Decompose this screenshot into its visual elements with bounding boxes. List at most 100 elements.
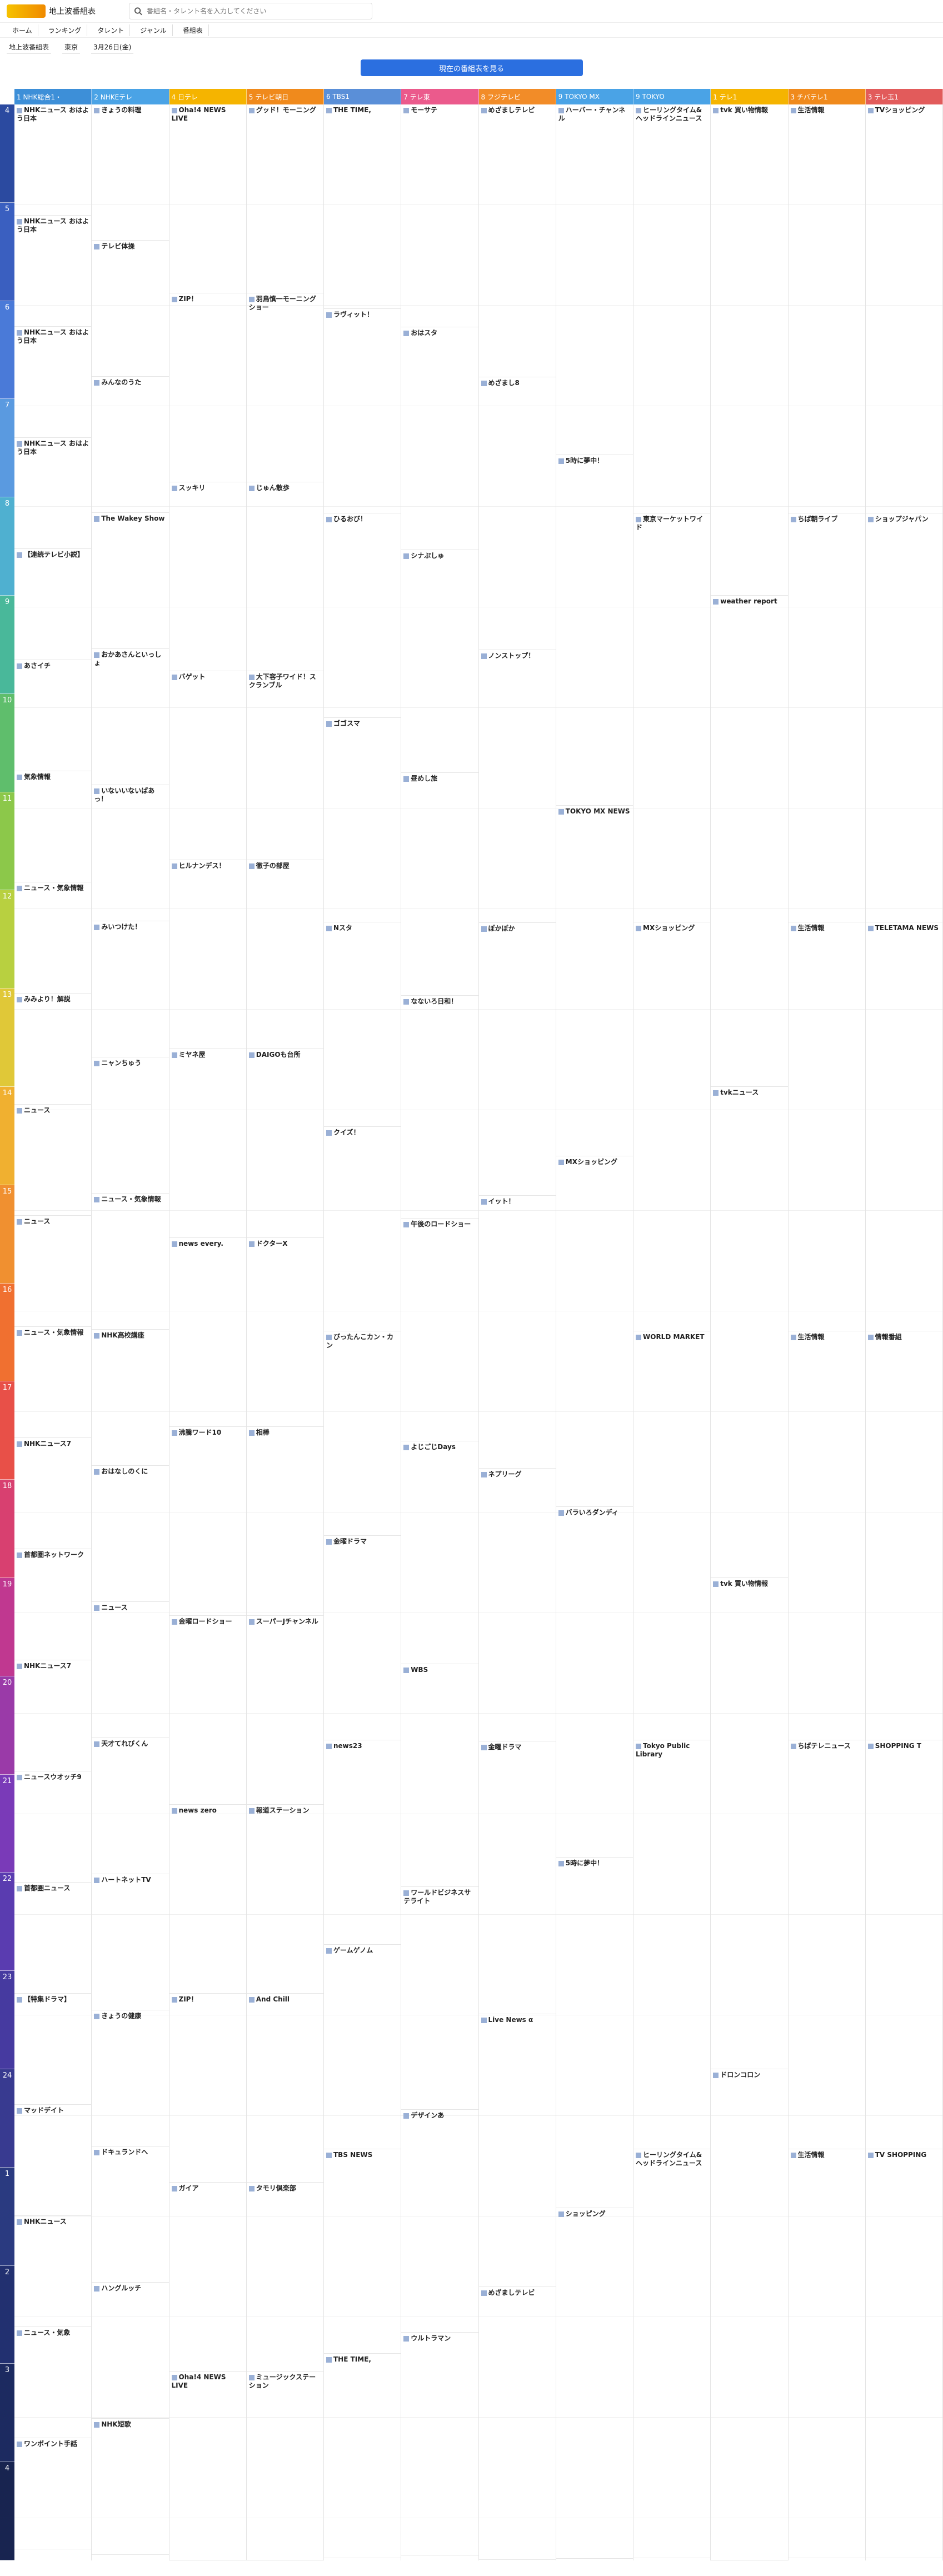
- program-cell[interactable]: ガイア: [169, 2183, 246, 2372]
- filter-region[interactable]: 東京: [62, 41, 81, 53]
- program-cell[interactable]: THE TIME,: [324, 104, 401, 309]
- program-cell[interactable]: 相棒: [246, 1427, 323, 1616]
- program-cell[interactable]: ドクターX: [246, 1238, 323, 1427]
- channel-header-7[interactable]: 9 TOKYO MX: [556, 89, 633, 104]
- nav-schedule[interactable]: 番組表: [177, 24, 209, 36]
- program-cell[interactable]: ひるおび！: [324, 513, 401, 718]
- program-cell[interactable]: めざましテレビ: [478, 2287, 556, 2560]
- program-cell[interactable]: ニュース: [92, 1602, 169, 1738]
- program-cell[interactable]: tvk 買い物情報: [711, 104, 788, 596]
- program-cell[interactable]: NHKニュース おはよう日本: [14, 216, 92, 327]
- program-cell[interactable]: みいつけた！: [92, 921, 169, 1057]
- program-cell[interactable]: ゴゴスマ: [324, 718, 401, 922]
- program-cell[interactable]: めざまし8: [478, 377, 556, 650]
- program-cell[interactable]: 【連続テレビ小説】: [14, 549, 92, 660]
- program-cell[interactable]: news zero: [169, 1805, 246, 1994]
- program-cell[interactable]: めざましテレビ: [478, 104, 556, 377]
- program-cell[interactable]: 5時に夢中！: [556, 455, 633, 806]
- program-cell[interactable]: ハングルッチ: [92, 2283, 169, 2419]
- program-cell[interactable]: 生活情報: [788, 1331, 865, 1740]
- program-cell[interactable]: なないろ日和！: [401, 996, 478, 1219]
- program-cell[interactable]: 羽鳥慎一モーニングショー: [246, 293, 323, 482]
- program-cell[interactable]: tvk 買い物情報: [711, 1578, 788, 2069]
- filter-date[interactable]: 3月26日(金): [91, 41, 134, 53]
- channel-header-10[interactable]: 3 チバテレ1: [788, 89, 866, 104]
- program-cell[interactable]: おはなしのくに: [92, 1466, 169, 1602]
- program-cell[interactable]: ミヤネ屋: [169, 1049, 246, 1238]
- channel-header-2[interactable]: 4 日テレ: [169, 89, 247, 104]
- program-cell[interactable]: きょうの料理: [92, 104, 169, 241]
- nav-talent[interactable]: タレント: [92, 24, 131, 36]
- program-cell[interactable]: ぴったんこカン・カン: [324, 1331, 401, 1536]
- nav-ranking[interactable]: ランキング: [43, 24, 88, 36]
- filter-broadcast[interactable]: 地上波番組表: [7, 41, 52, 53]
- program-cell[interactable]: 首都圏ネットワーク: [14, 1549, 92, 1660]
- program-cell[interactable]: NHKニュース おはよう日本: [14, 104, 92, 216]
- program-cell[interactable]: ノンストップ！: [478, 650, 556, 923]
- program-cell[interactable]: ちば朝ライブ: [788, 513, 865, 922]
- channel-header-6[interactable]: 8 フジテレビ: [478, 89, 556, 104]
- program-cell[interactable]: The Wakey Show: [92, 513, 169, 649]
- channel-header-3[interactable]: 5 テレビ朝日: [246, 89, 324, 104]
- program-cell[interactable]: ニャンちゅう: [92, 1057, 169, 1194]
- program-cell[interactable]: MXショッピング: [556, 1156, 633, 1507]
- program-cell[interactable]: SHOPPING T: [865, 1740, 942, 2149]
- program-cell[interactable]: Tokyo Public Library: [633, 1740, 711, 2149]
- program-cell[interactable]: ニュース: [14, 1216, 92, 1327]
- program-cell[interactable]: ショップジャパン: [865, 513, 942, 922]
- program-cell[interactable]: NHKニュース7: [14, 1438, 92, 1549]
- program-cell[interactable]: きょうの健康: [92, 2010, 169, 2146]
- program-cell[interactable]: NHK短歌: [92, 2419, 169, 2555]
- program-cell[interactable]: ZIP！: [169, 293, 246, 482]
- program-cell[interactable]: ニュース・気象情報: [92, 1194, 169, 1330]
- program-cell[interactable]: TV SHOPPING: [865, 2149, 942, 2558]
- program-cell[interactable]: MXショッピング: [633, 922, 711, 1331]
- program-cell[interactable]: ニュース: [14, 1105, 92, 1216]
- program-cell[interactable]: NHKニュース おはよう日本: [14, 327, 92, 438]
- nav-home[interactable]: ホーム: [7, 24, 38, 36]
- program-cell[interactable]: 金曜ロードショー: [169, 1616, 246, 1805]
- program-cell[interactable]: ラヴィット！: [324, 309, 401, 513]
- program-cell[interactable]: Oha!4 NEWS LIVE: [169, 2372, 246, 2560]
- program-cell[interactable]: ちばテレニュース: [788, 1740, 865, 2149]
- program-cell[interactable]: ワールドビジネスサテライト: [401, 1887, 478, 2110]
- program-cell[interactable]: tvkニュース: [711, 1087, 788, 1578]
- nav-genre[interactable]: ジャンル: [134, 24, 173, 36]
- program-cell[interactable]: テレビ体操: [92, 241, 169, 377]
- program-cell[interactable]: ワンポイント手話: [14, 2438, 92, 2549]
- program-cell[interactable]: ゲームゲノム: [324, 1945, 401, 2149]
- program-cell[interactable]: TOKYO MX NEWS: [556, 806, 633, 1156]
- program-cell[interactable]: みみより！解説: [14, 994, 92, 1105]
- program-cell[interactable]: 金曜ドラマ: [478, 1741, 556, 2014]
- channel-header-5[interactable]: 7 テレ東: [401, 89, 479, 104]
- program-cell[interactable]: 金曜ドラマ: [324, 1536, 401, 1740]
- program-cell[interactable]: TBS NEWS: [324, 2149, 401, 2354]
- program-cell[interactable]: いないいないばあっ！: [92, 785, 169, 921]
- channel-header-4[interactable]: 6 TBS1: [324, 89, 402, 104]
- program-cell[interactable]: 東京マーケットワイド: [633, 513, 711, 922]
- program-cell[interactable]: ドロンコロン: [711, 2069, 788, 2560]
- program-cell[interactable]: マッドデイト: [14, 2105, 92, 2216]
- program-cell[interactable]: TVショッピング: [865, 104, 942, 513]
- program-cell[interactable]: ネプリーグ: [478, 1469, 556, 1741]
- program-cell[interactable]: DAIGOも台所: [246, 1049, 323, 1238]
- site-logo[interactable]: [7, 4, 46, 18]
- program-cell[interactable]: ニュースウオッチ9: [14, 1771, 92, 1883]
- program-cell[interactable]: news every.: [169, 1238, 246, 1427]
- program-cell[interactable]: ハーバー・チャンネル: [556, 104, 633, 455]
- program-cell[interactable]: And Chill: [246, 1994, 323, 2183]
- program-cell[interactable]: THE TIME,: [324, 2354, 401, 2558]
- program-cell[interactable]: モーサテ: [401, 104, 478, 327]
- channel-header-1[interactable]: 2 NHKEテレ: [92, 89, 169, 104]
- program-cell[interactable]: 大下容子ワイド！スクランブル: [246, 671, 323, 860]
- program-cell[interactable]: シナぷしゅ: [401, 550, 478, 773]
- program-cell[interactable]: ニュース・気象: [14, 2327, 92, 2438]
- program-cell[interactable]: 気象情報: [14, 771, 92, 882]
- program-cell[interactable]: あさイチ: [14, 660, 92, 771]
- program-cell[interactable]: NHKニュース7: [14, 1660, 92, 1771]
- program-cell[interactable]: Nスタ: [324, 922, 401, 1127]
- program-cell[interactable]: タモリ倶楽部: [246, 2183, 323, 2372]
- program-cell[interactable]: ヒーリングタイム&ヘッドラインニュース: [633, 104, 711, 513]
- program-cell[interactable]: 生活情報: [788, 2149, 865, 2558]
- program-cell[interactable]: Oha!4 NEWS LIVE: [169, 104, 246, 293]
